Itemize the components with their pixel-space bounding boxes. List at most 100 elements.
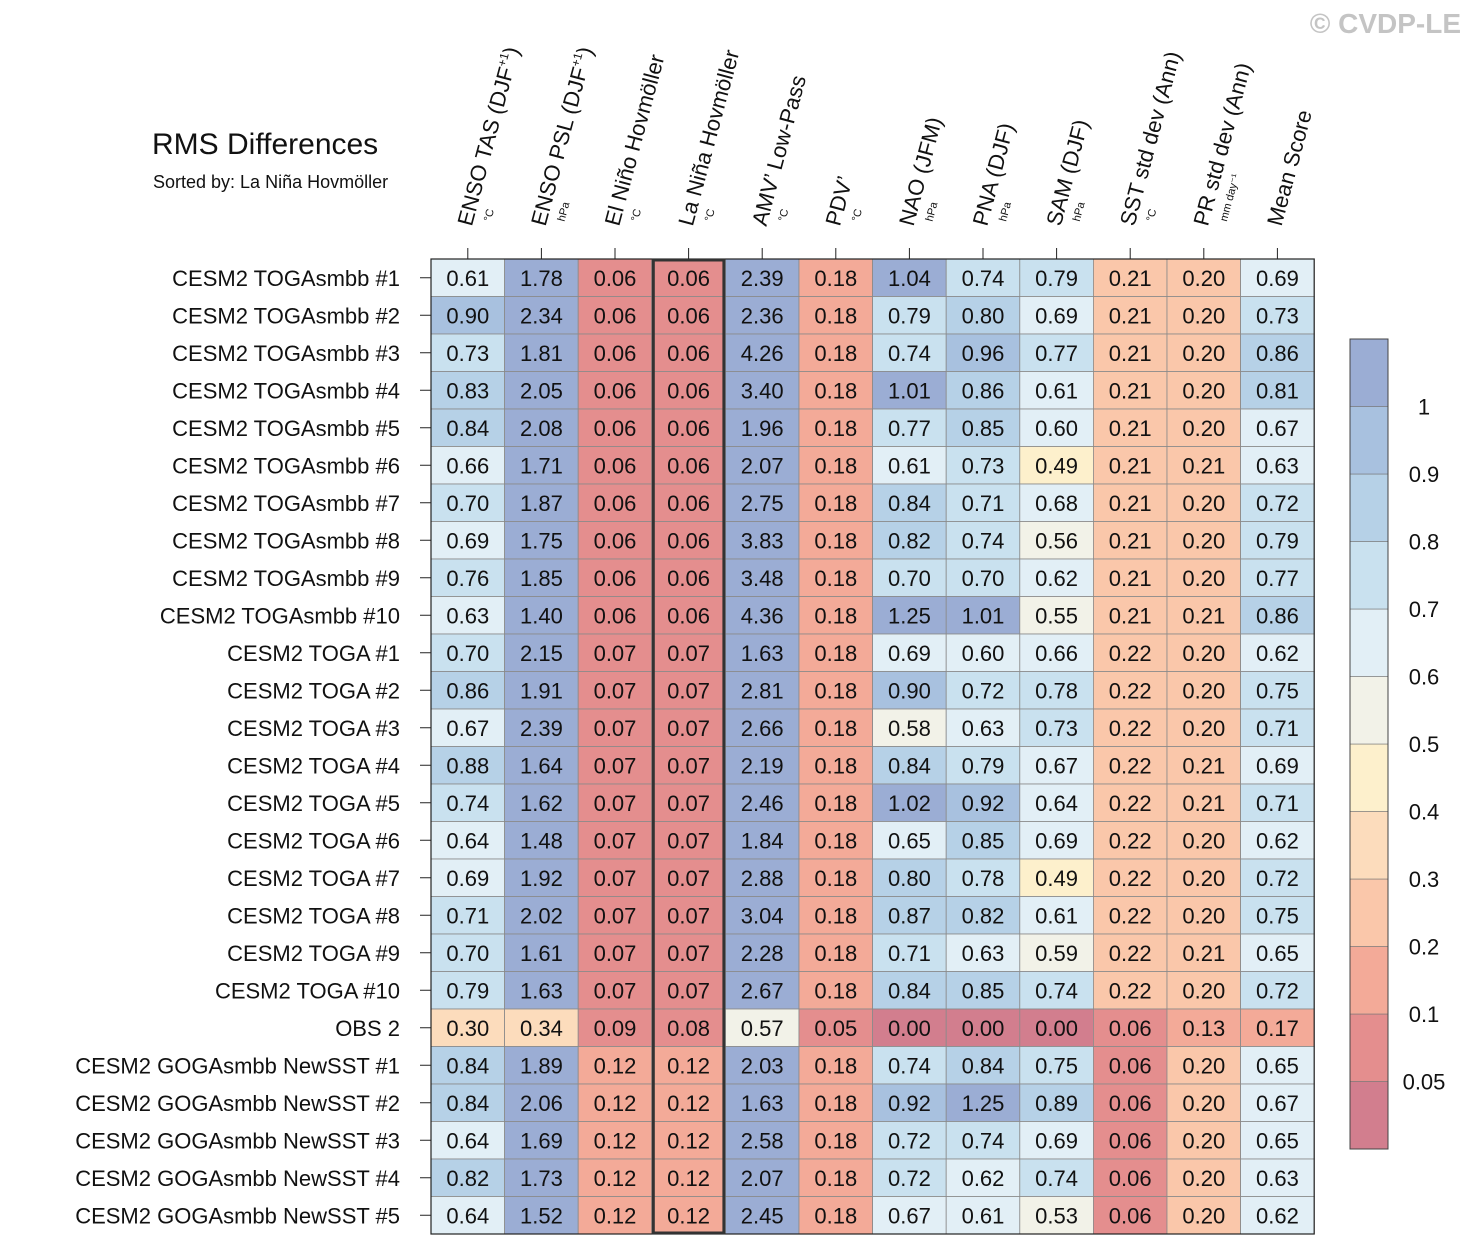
cell-value: 0.63 bbox=[446, 603, 489, 628]
cell-value: 0.61 bbox=[1035, 903, 1078, 928]
heatmap-cell bbox=[725, 483, 800, 522]
cell-value: 0.18 bbox=[814, 1053, 857, 1078]
cell-value: 0.18 bbox=[814, 903, 857, 928]
row-label: CESM2 GOGAsmbb NewSST #3 bbox=[75, 1128, 400, 1153]
heatmap-cell bbox=[1240, 1008, 1315, 1047]
cell-value: 2.45 bbox=[741, 1203, 784, 1228]
cell-value: 0.06 bbox=[594, 603, 637, 628]
heatmap-cell bbox=[430, 896, 505, 935]
column-unit: °C bbox=[1145, 208, 1160, 223]
heatmap-cell bbox=[1166, 1158, 1241, 1197]
row-label: CESM2 TOGA #1 bbox=[227, 641, 400, 666]
cell-value: 0.12 bbox=[594, 1053, 637, 1078]
colorbar-segment bbox=[1349, 878, 1389, 947]
cell-value: 0.77 bbox=[1035, 341, 1078, 366]
cell-value: 0.06 bbox=[594, 453, 637, 478]
cell-value: 0.20 bbox=[1182, 303, 1225, 328]
heatmap-cell bbox=[1166, 896, 1241, 935]
cell-value: 1.48 bbox=[520, 828, 563, 853]
cell-value: 1.69 bbox=[520, 1128, 563, 1153]
column-unit: °C bbox=[703, 208, 718, 223]
heatmap-cell bbox=[1019, 1196, 1094, 1235]
cell-value: 1.73 bbox=[520, 1166, 563, 1191]
cell-value: 2.75 bbox=[741, 491, 784, 516]
cell-value: 0.21 bbox=[1109, 566, 1152, 591]
heatmap-cell bbox=[577, 1121, 653, 1160]
cell-value: 0.06 bbox=[667, 453, 710, 478]
cell-value: 0.84 bbox=[888, 753, 931, 778]
cell-value: 0.75 bbox=[1256, 678, 1299, 703]
cell-value: 0.72 bbox=[1256, 978, 1299, 1003]
row-label: CESM2 TOGAsmbb #6 bbox=[172, 453, 400, 478]
heatmap-cell bbox=[504, 596, 579, 635]
cell-value: 0.12 bbox=[667, 1128, 710, 1153]
cell-value: 0.61 bbox=[1035, 378, 1078, 403]
cell-value: 0.21 bbox=[1182, 753, 1225, 778]
cell-value: 0.06 bbox=[594, 528, 637, 553]
row-label: CESM2 GOGAsmbb NewSST #2 bbox=[75, 1091, 400, 1116]
cell-value: 0.20 bbox=[1182, 528, 1225, 553]
cell-value: 0.79 bbox=[1035, 266, 1078, 291]
heatmap-cell bbox=[651, 596, 726, 635]
cell-value: 0.69 bbox=[888, 641, 931, 666]
heatmap-cell bbox=[872, 1196, 947, 1235]
heatmap-cell bbox=[725, 971, 800, 1010]
heatmap-cell bbox=[504, 633, 579, 672]
heatmap-cell bbox=[1019, 671, 1094, 710]
row-label: OBS 2 bbox=[335, 1016, 400, 1041]
heatmap-cell bbox=[725, 671, 800, 710]
cell-value: 0.56 bbox=[1035, 528, 1078, 553]
cell-value: 0.96 bbox=[962, 341, 1005, 366]
colorbar-segment bbox=[1349, 541, 1389, 610]
cell-value: 0.67 bbox=[446, 716, 489, 741]
cell-value: 0.60 bbox=[1035, 416, 1078, 441]
heatmap-cell bbox=[1240, 483, 1315, 522]
cell-value: 0.07 bbox=[594, 903, 637, 928]
heatmap-cell bbox=[1093, 558, 1168, 597]
cell-value: 0.60 bbox=[962, 641, 1005, 666]
cell-value: 0.81 bbox=[1256, 378, 1299, 403]
cell-value: 0.79 bbox=[888, 303, 931, 328]
heatmap-cell bbox=[1019, 333, 1094, 372]
cell-value: 0.67 bbox=[1256, 416, 1299, 441]
cell-value: 0.07 bbox=[594, 941, 637, 966]
cell-value: 0.84 bbox=[962, 1053, 1005, 1078]
cell-value: 0.71 bbox=[446, 903, 489, 928]
heatmap-cell bbox=[577, 671, 653, 710]
heatmap-cell bbox=[798, 1121, 873, 1160]
heatmap-cell bbox=[651, 408, 726, 447]
heatmap-cell bbox=[798, 896, 873, 935]
cell-value: 0.06 bbox=[667, 341, 710, 366]
heatmap-cell bbox=[577, 558, 653, 597]
cell-value: 0.20 bbox=[1182, 678, 1225, 703]
heatmap-cell bbox=[1166, 596, 1241, 635]
cell-value: 0.06 bbox=[667, 491, 710, 516]
heatmap-cell bbox=[1166, 296, 1241, 335]
cell-value: 0.63 bbox=[1256, 453, 1299, 478]
cell-value: 0.21 bbox=[1182, 791, 1225, 816]
heatmap-cell bbox=[1019, 858, 1094, 897]
column-label: AMV’ Low-Pass bbox=[747, 73, 811, 229]
heatmap-cell bbox=[872, 746, 947, 785]
column-label: SST std dev (Ann) bbox=[1115, 49, 1186, 229]
row-label: CESM2 TOGA #10 bbox=[215, 978, 400, 1003]
cell-value: 0.12 bbox=[667, 1091, 710, 1116]
heatmap-cell bbox=[945, 821, 1021, 860]
heatmap-cell bbox=[798, 858, 873, 897]
cell-value: 0.21 bbox=[1109, 303, 1152, 328]
cell-value: 0.22 bbox=[1109, 828, 1152, 853]
cell-value: 0.80 bbox=[888, 866, 931, 891]
cell-value: 0.69 bbox=[446, 866, 489, 891]
row-label: CESM2 TOGAsmbb #3 bbox=[172, 341, 400, 366]
cell-value: 0.21 bbox=[1109, 266, 1152, 291]
cell-value: 0.61 bbox=[446, 266, 489, 291]
heatmap-cell bbox=[1166, 1008, 1241, 1047]
heatmap-cell bbox=[430, 1083, 505, 1122]
heatmap-cell bbox=[504, 446, 579, 485]
cell-value: 0.18 bbox=[814, 941, 857, 966]
cell-value: 0.09 bbox=[594, 1016, 637, 1041]
cell-value: 0.22 bbox=[1109, 941, 1152, 966]
colorbar-segment bbox=[1349, 406, 1389, 475]
heatmap-cell bbox=[1240, 933, 1315, 972]
colorbar-label: 0.9 bbox=[1409, 462, 1440, 487]
